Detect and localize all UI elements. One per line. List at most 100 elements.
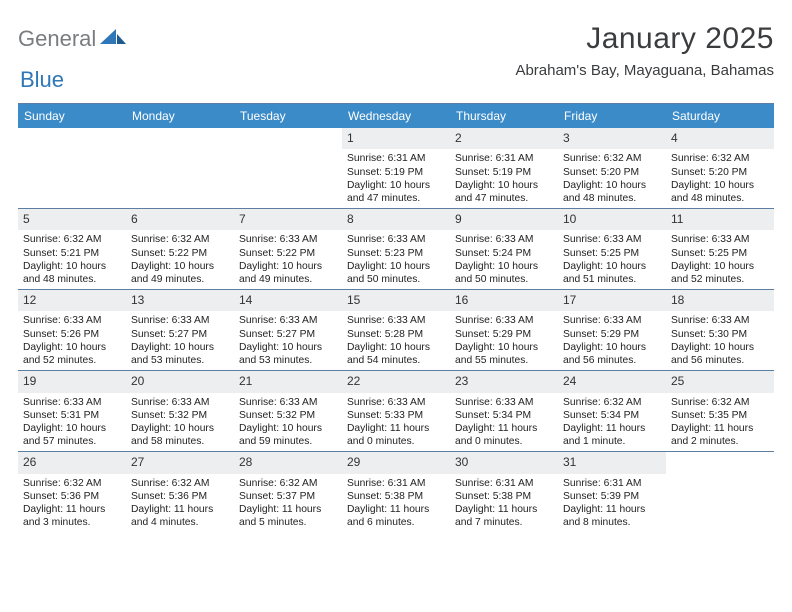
day-number: 9 <box>450 209 558 230</box>
sunset-text: Sunset: 5:27 PM <box>239 328 337 341</box>
sunset-text: Sunset: 5:38 PM <box>455 490 553 503</box>
sunset-text: Sunset: 5:36 PM <box>131 490 229 503</box>
sunrise-text: Sunrise: 6:32 AM <box>23 233 121 246</box>
weekday-fri: Friday <box>558 104 666 128</box>
logo-word-2: Blue <box>20 67 64 93</box>
weekday-sat: Saturday <box>666 104 774 128</box>
sunrise-text: Sunrise: 6:33 AM <box>671 314 769 327</box>
sunrise-text: Sunrise: 6:33 AM <box>347 396 445 409</box>
day-cell: 31Sunrise: 6:31 AMSunset: 5:39 PMDayligh… <box>558 452 666 532</box>
day2-text: and 51 minutes. <box>563 273 661 286</box>
sunset-text: Sunset: 5:38 PM <box>347 490 445 503</box>
week-row: 1Sunrise: 6:31 AMSunset: 5:19 PMDaylight… <box>18 128 774 208</box>
day-number: 2 <box>450 128 558 149</box>
day1-text: Daylight: 11 hours <box>347 503 445 516</box>
day-body: Sunrise: 6:33 AMSunset: 5:29 PMDaylight:… <box>454 314 554 367</box>
weekday-wed: Wednesday <box>342 104 450 128</box>
day-number: 22 <box>342 371 450 392</box>
day-cell: 28Sunrise: 6:32 AMSunset: 5:37 PMDayligh… <box>234 452 342 532</box>
sunrise-text: Sunrise: 6:33 AM <box>239 396 337 409</box>
day1-text: Daylight: 11 hours <box>23 503 121 516</box>
day1-text: Daylight: 10 hours <box>455 341 553 354</box>
day2-text: and 56 minutes. <box>671 354 769 367</box>
sunrise-text: Sunrise: 6:33 AM <box>455 314 553 327</box>
sunrise-text: Sunrise: 6:33 AM <box>131 314 229 327</box>
day-number: 18 <box>666 290 774 311</box>
day-cell: 30 Sunrise: 6:31 AMSunset: 5:38 PMDayligh… <box>450 452 558 532</box>
day-number: 30 <box>450 452 558 473</box>
day1-text: Daylight: 10 hours <box>23 341 121 354</box>
sunrise-text: Sunrise: 6:33 AM <box>239 233 337 246</box>
day-cell: 23Sunrise: 6:33 AMSunset: 5:34 PMDayligh… <box>450 371 558 451</box>
day-number: 7 <box>234 209 342 230</box>
sunrise-text: Sunrise: 6:31 AM <box>563 477 661 490</box>
sunset-text: Sunset: 5:22 PM <box>239 247 337 260</box>
day-number: 29 <box>342 452 450 473</box>
sunset-text: Sunset: 5:22 PM <box>131 247 229 260</box>
day1-text: Daylight: 10 hours <box>563 179 661 192</box>
day-number: 13 <box>126 290 234 311</box>
day-body: Sunrise: 6:31 AMSunset: 5:19 PMDaylight:… <box>346 152 446 205</box>
day-body: Sunrise: 6:32 AMSunset: 5:22 PMDaylight:… <box>130 233 230 286</box>
day-cell: 27Sunrise: 6:32 AMSunset: 5:36 PMDayligh… <box>126 452 234 532</box>
day-body: Sunrise: 6:32 AMSunset: 5:35 PMDaylight:… <box>670 396 770 449</box>
day1-text: Daylight: 10 hours <box>239 260 337 273</box>
day1-text: Daylight: 11 hours <box>455 503 553 516</box>
sunset-text: Sunset: 5:25 PM <box>671 247 769 260</box>
sunset-text: Sunset: 5:37 PM <box>239 490 337 503</box>
day-cell: 5Sunrise: 6:32 AMSunset: 5:21 PMDaylight… <box>18 209 126 289</box>
logo-mark-icon <box>100 28 126 51</box>
day-cell: 20Sunrise: 6:33 AMSunset: 5:32 PMDayligh… <box>126 371 234 451</box>
day-number: 3 <box>558 128 666 149</box>
sunset-text: Sunset: 5:33 PM <box>347 409 445 422</box>
logo: General <box>18 22 128 52</box>
day-body: Sunrise: 6:32 AMSunset: 5:36 PMDaylight:… <box>22 477 122 530</box>
day-number: 15 <box>342 290 450 311</box>
title-block: January 2025 Abraham's Bay, Mayaguana, B… <box>515 22 774 79</box>
day-body: Sunrise: 6:31 AMSunset: 5:38 PMDaylight:… <box>346 477 446 530</box>
calendar-page: General January 2025 Abraham's Bay, Maya… <box>0 0 792 532</box>
sunrise-text: Sunrise: 6:32 AM <box>563 396 661 409</box>
sunset-text: Sunset: 5:29 PM <box>563 328 661 341</box>
day-number: 6 <box>126 209 234 230</box>
day-cell: 26Sunrise: 6:32 AMSunset: 5:36 PMDayligh… <box>18 452 126 532</box>
day-number: 16 <box>450 290 558 311</box>
day1-text: Daylight: 10 hours <box>23 422 121 435</box>
day2-text: and 58 minutes. <box>131 435 229 448</box>
sunset-text: Sunset: 5:36 PM <box>23 490 121 503</box>
sunset-text: Sunset: 5:34 PM <box>563 409 661 422</box>
sunrise-text: Sunrise: 6:33 AM <box>347 314 445 327</box>
sunset-text: Sunset: 5:39 PM <box>563 490 661 503</box>
day2-text: and 59 minutes. <box>239 435 337 448</box>
day2-text: and 55 minutes. <box>455 354 553 367</box>
day1-text: Daylight: 10 hours <box>671 341 769 354</box>
day-number: 24 <box>558 371 666 392</box>
sunset-text: Sunset: 5:21 PM <box>23 247 121 260</box>
day1-text: Daylight: 10 hours <box>671 260 769 273</box>
day-body: Sunrise: 6:31 AMSunset: 5:38 PMDaylight:… <box>454 477 554 530</box>
day-cell: 6 Sunrise: 6:32 AMSunset: 5:22 PMDaylight… <box>126 209 234 289</box>
day-body: Sunrise: 6:32 AMSunset: 5:34 PMDaylight:… <box>562 396 662 449</box>
sunrise-text: Sunrise: 6:32 AM <box>23 477 121 490</box>
day-cell: 14Sunrise: 6:33 AMSunset: 5:27 PMDayligh… <box>234 290 342 370</box>
sunrise-text: Sunrise: 6:32 AM <box>671 396 769 409</box>
day-body: Sunrise: 6:33 AMSunset: 5:28 PMDaylight:… <box>346 314 446 367</box>
day-body: Sunrise: 6:33 AMSunset: 5:23 PMDaylight:… <box>346 233 446 286</box>
day1-text: Daylight: 10 hours <box>563 260 661 273</box>
sunrise-text: Sunrise: 6:33 AM <box>131 396 229 409</box>
day2-text: and 57 minutes. <box>23 435 121 448</box>
day1-text: Daylight: 10 hours <box>347 179 445 192</box>
logo-word-1: General <box>18 26 96 52</box>
day2-text: and 56 minutes. <box>563 354 661 367</box>
day-body: Sunrise: 6:32 AMSunset: 5:36 PMDaylight:… <box>130 477 230 530</box>
day-number: 12 <box>18 290 126 311</box>
day-number: 14 <box>234 290 342 311</box>
day-body: Sunrise: 6:31 AMSunset: 5:39 PMDaylight:… <box>562 477 662 530</box>
day-cell <box>234 128 342 208</box>
day2-text: and 2 minutes. <box>671 435 769 448</box>
day-cell: 29 Sunrise: 6:31 AMSunset: 5:38 PMDayligh… <box>342 452 450 532</box>
sunrise-text: Sunrise: 6:31 AM <box>455 477 553 490</box>
sunrise-text: Sunrise: 6:33 AM <box>239 314 337 327</box>
month-title: January 2025 <box>515 22 774 56</box>
sunset-text: Sunset: 5:25 PM <box>563 247 661 260</box>
